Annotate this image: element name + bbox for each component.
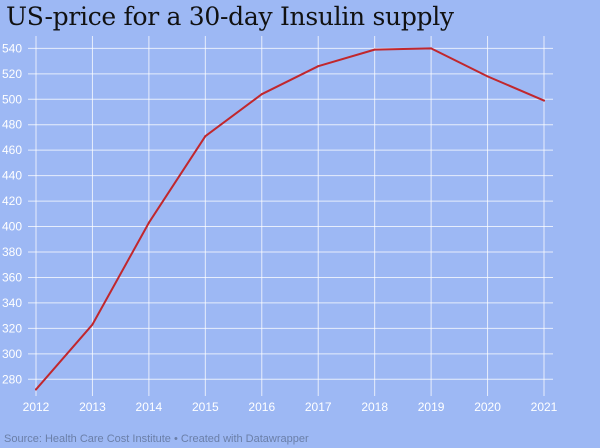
data-point — [260, 93, 263, 96]
chart-footer: Source: Health Care Cost Institute • Cre… — [4, 433, 309, 445]
x-tick-label: 2018 — [361, 400, 388, 414]
y-tick-label: 460 — [2, 143, 22, 157]
x-tick-label: 2019 — [418, 400, 445, 414]
y-tick-label: 340 — [2, 296, 22, 310]
y-tick-label: 500 — [2, 92, 22, 106]
x-tick-label: 2013 — [79, 400, 106, 414]
data-point — [35, 388, 37, 391]
data-point — [317, 65, 320, 68]
x-tick-label: 2016 — [248, 400, 275, 414]
data-point — [373, 48, 376, 51]
y-tick-label: 480 — [2, 118, 22, 132]
x-tick-label: 2015 — [192, 400, 219, 414]
data-point — [147, 221, 150, 224]
y-tick-label: 520 — [2, 67, 22, 81]
y-tick-label: 540 — [2, 41, 22, 55]
y-tick-label: 300 — [2, 347, 22, 361]
data-point — [543, 99, 545, 102]
y-tick-label: 380 — [2, 245, 22, 259]
x-tick-label: 2014 — [136, 400, 163, 414]
x-tick-label: 2012 — [23, 400, 50, 414]
x-tick-label: 2021 — [531, 400, 558, 414]
y-tick-label: 360 — [2, 270, 22, 284]
y-tick-label: 320 — [2, 321, 22, 335]
data-point — [204, 135, 207, 138]
y-tick-label: 280 — [2, 372, 22, 386]
y-tick-label: 420 — [2, 194, 22, 208]
chart-title: US-price for a 30-day Insulin supply — [6, 2, 454, 31]
x-tick-label: 2020 — [474, 400, 501, 414]
data-point — [486, 75, 489, 78]
y-tick-label: 400 — [2, 220, 22, 234]
data-point — [91, 323, 94, 326]
x-tick-label: 2017 — [305, 400, 332, 414]
series-line — [35, 47, 545, 391]
data-point — [430, 47, 433, 50]
y-tick-label: 440 — [2, 169, 22, 183]
